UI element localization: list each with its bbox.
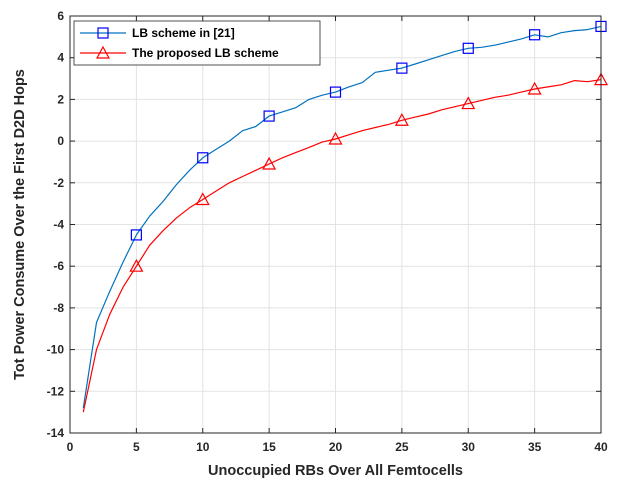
x-tick-label: 10: [196, 440, 210, 454]
y-axis-label: Tot Power Consume Over the First D2D Hop…: [12, 69, 28, 380]
data-point-square: [529, 29, 541, 41]
y-tick-label: -10: [47, 343, 65, 357]
data-point-triangle: [262, 156, 277, 170]
data-point-triangle: [328, 131, 343, 145]
x-axis-label: Unoccupied RBs Over All Femtocells: [208, 463, 463, 479]
y-tick-label: -14: [47, 426, 65, 440]
y-tick-label: 4: [57, 51, 64, 65]
x-tick-label: 30: [462, 440, 476, 454]
x-tick-label: 40: [594, 440, 608, 454]
y-tick-label: -2: [53, 176, 64, 190]
y-axis-ticks: -14 -12 -10 -8 -6 -4 -2 0 2 4 6: [47, 9, 601, 440]
y-tick-label: 6: [57, 9, 64, 23]
data-point-square: [396, 62, 408, 74]
x-tick-label: 15: [262, 440, 276, 454]
data-point-square: [130, 229, 142, 241]
data-point-square: [197, 152, 209, 164]
y-tick-label: -12: [47, 384, 65, 398]
series-layer: [82, 20, 609, 413]
y-tick-label: -4: [53, 218, 64, 232]
series-line: [82, 25, 602, 409]
data-point-triangle: [527, 81, 542, 95]
data-point-square: [329, 86, 342, 98]
series-2: [82, 72, 609, 413]
data-point-triangle: [394, 112, 409, 126]
y-tick-label: 2: [57, 92, 64, 106]
legend: LB scheme in [21] The proposed LB scheme: [73, 20, 321, 66]
data-point-square: [263, 110, 275, 122]
data-point-square: [462, 42, 474, 54]
x-tick-label: 20: [329, 440, 343, 454]
grid-lines: [70, 16, 601, 433]
data-point-triangle: [461, 96, 476, 110]
legend-box: [73, 20, 321, 66]
series-line: [82, 79, 602, 413]
x-tick-label: 0: [67, 440, 74, 454]
y-tick-label: -6: [53, 259, 64, 273]
legend-marker-triangle: [95, 45, 111, 59]
x-axis-ticks: 0 5 10 15 20 25 30 35 40: [67, 16, 608, 454]
x-tick-label: 35: [528, 440, 542, 454]
x-tick-label: 5: [133, 440, 140, 454]
data-point-triangle: [129, 258, 144, 272]
legend-marker-square: [97, 27, 109, 39]
data-point-triangle: [195, 192, 210, 206]
y-tick-label: 0: [57, 134, 64, 148]
x-tick-label: 25: [395, 440, 409, 454]
legend-label-series-1: LB scheme in [21]: [132, 26, 235, 40]
legend-label-series-2: The proposed LB scheme: [132, 46, 279, 60]
y-tick-label: -8: [53, 301, 64, 315]
